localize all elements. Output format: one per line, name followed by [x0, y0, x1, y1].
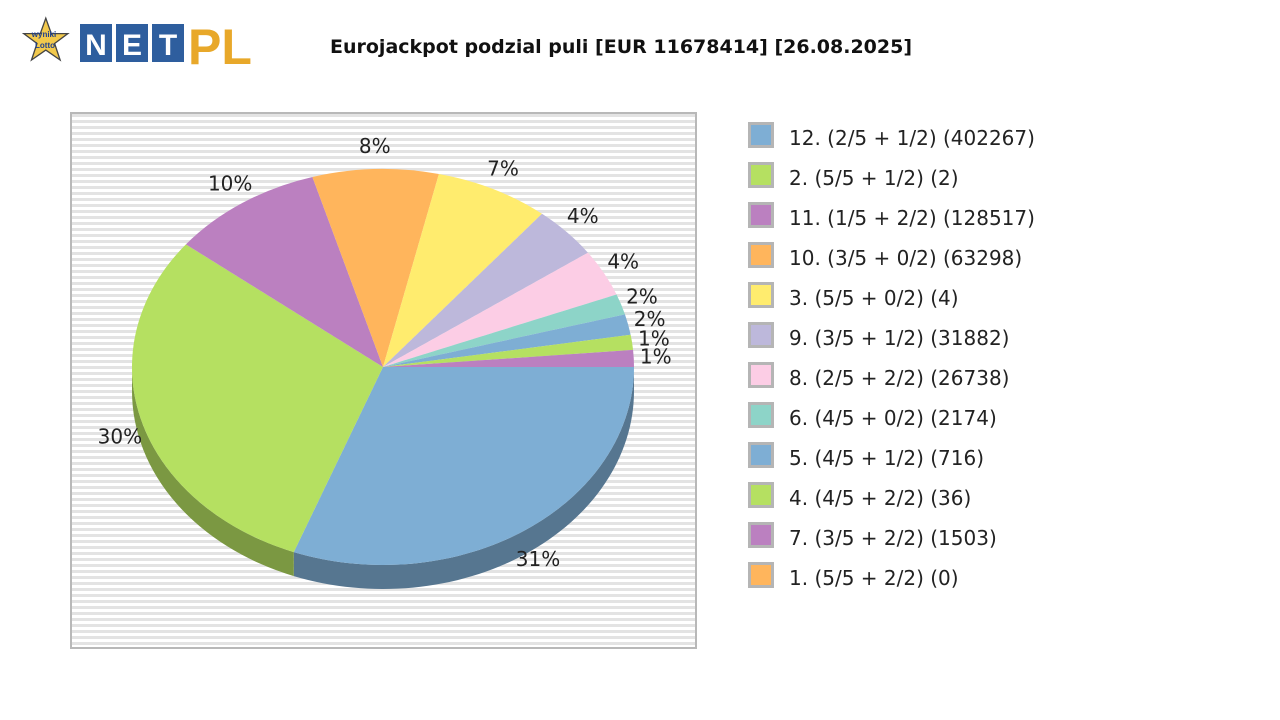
pie-slice-side-0 [293, 367, 634, 589]
pie-percent-label: 4% [567, 204, 599, 228]
legend-swatch [748, 362, 774, 388]
pie-slice-3 [312, 169, 439, 367]
logo-letter-n: N [85, 29, 107, 62]
logo-suffix-pl: PL [188, 19, 252, 70]
logo-badge-text-top: wyniki [31, 30, 56, 39]
logo-badge-text-bottom: Lotto [35, 41, 55, 50]
pie-slice-1 [131, 244, 383, 553]
legend-label: 10. (3/5 + 0/2) (63298) [789, 246, 1023, 270]
legend-swatch [748, 442, 774, 468]
logo-letter-t: T [159, 29, 177, 62]
legend-label: 7. (3/5 + 2/2) (1503) [789, 526, 997, 550]
pie-slice-0 [293, 367, 634, 565]
legend-swatch [748, 242, 774, 268]
legend-swatch [748, 162, 774, 188]
legend-swatch [748, 522, 774, 548]
pie-slice-5 [383, 213, 588, 367]
pie-slice-7 [383, 294, 625, 367]
legend-swatch [748, 282, 774, 308]
pie-percent-label: 2% [626, 284, 658, 308]
star-icon [21, 16, 70, 62]
pie-slice-side-1 [132, 367, 294, 577]
legend-label: 2. (5/5 + 1/2) (2) [789, 166, 959, 190]
pie-percent-label: 1% [640, 344, 672, 368]
pie-percent-label: 30% [98, 425, 142, 449]
legend-swatch [748, 122, 774, 148]
pie-percent-label: 2% [634, 307, 666, 331]
legend-swatch [748, 322, 774, 348]
pie-slice-6 [383, 252, 617, 367]
legend-swatch [748, 562, 774, 588]
pie-percent-label: 7% [487, 156, 519, 180]
netpl-logo[interactable]: wyniki Lotto N E T PL [20, 10, 265, 70]
pie-percent-label: 8% [359, 134, 391, 158]
legend-label: 4. (4/5 + 2/2) (36) [789, 486, 972, 510]
legend-label: 12. (2/5 + 1/2) (402267) [789, 126, 1035, 150]
legend-label: 9. (3/5 + 1/2) (31882) [789, 326, 1010, 350]
legend-label: 11. (1/5 + 2/2) (128517) [789, 206, 1035, 230]
pie-slice-10 [383, 349, 634, 367]
legend-label: 5. (4/5 + 1/2) (716) [789, 446, 985, 470]
pie-percent-label: 4% [607, 249, 639, 273]
legend-label: 8. (2/5 + 2/2) (26738) [789, 366, 1010, 390]
chart-title: Eurojackpot podzial puli [EUR 11678414] … [330, 36, 913, 58]
pie-percent-label: 31% [516, 547, 560, 571]
pie-slice-9 [383, 334, 634, 367]
legend-swatch [748, 202, 774, 228]
legend-swatch [748, 482, 774, 508]
pie-slice-2 [185, 176, 383, 367]
pie-percent-label: 10% [208, 172, 252, 196]
pie-slice-8 [383, 314, 631, 367]
pie-percent-label: 1% [638, 327, 670, 351]
legend-swatch [748, 402, 774, 428]
logo-letter-e: E [122, 29, 142, 62]
legend-label: 6. (4/5 + 0/2) (2174) [789, 406, 997, 430]
legend-label: 1. (5/5 + 2/2) (0) [789, 566, 959, 590]
legend-label: 3. (5/5 + 0/2) (4) [789, 286, 959, 310]
pie-slice-4 [383, 173, 543, 367]
